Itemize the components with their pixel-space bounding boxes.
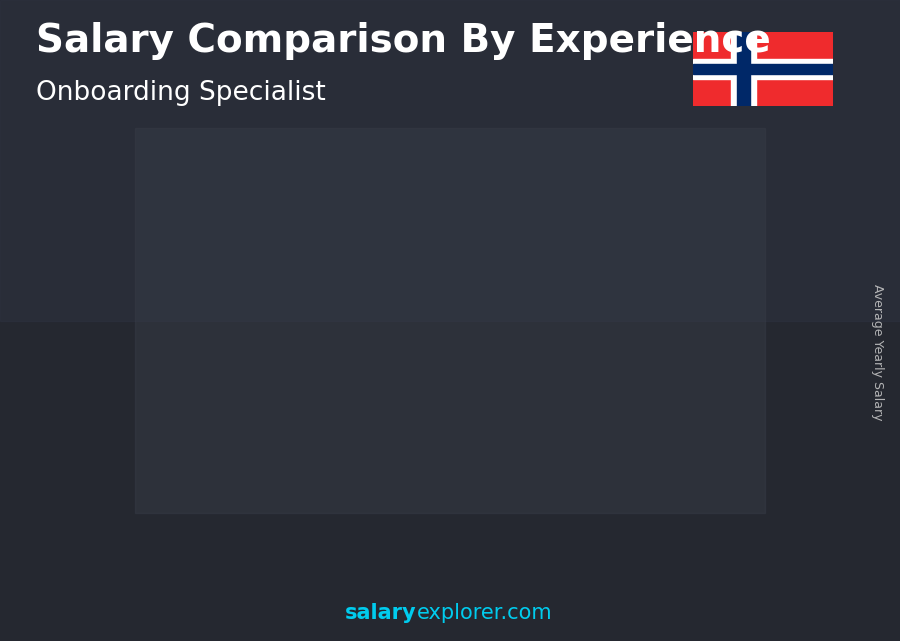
- Text: Onboarding Specialist: Onboarding Specialist: [36, 80, 326, 106]
- Polygon shape: [469, 517, 526, 539]
- Polygon shape: [144, 403, 214, 424]
- Text: +34%: +34%: [184, 310, 269, 336]
- Bar: [0, 0, 900, 320]
- Text: 712,000 NOK: 712,000 NOK: [562, 240, 680, 258]
- Polygon shape: [252, 526, 309, 539]
- Polygon shape: [361, 312, 369, 539]
- Polygon shape: [578, 515, 634, 539]
- Bar: [731, 32, 756, 106]
- Polygon shape: [526, 242, 540, 539]
- Polygon shape: [309, 365, 323, 539]
- Text: 658,000 NOK: 658,000 NOK: [446, 265, 564, 283]
- Polygon shape: [634, 217, 648, 539]
- Text: +9%: +9%: [518, 162, 585, 188]
- Text: 2 to 5: 2 to 5: [255, 559, 318, 578]
- Bar: [135, 128, 765, 513]
- Polygon shape: [469, 263, 526, 517]
- Text: 15 to 20: 15 to 20: [566, 559, 657, 578]
- Text: Salary Comparison By Experience: Salary Comparison By Experience: [36, 22, 770, 60]
- Text: 251,000 NOK: 251,000 NOK: [16, 447, 135, 465]
- Polygon shape: [144, 424, 201, 529]
- Polygon shape: [201, 403, 214, 539]
- Text: 20+ Years: 20+ Years: [665, 559, 775, 578]
- Polygon shape: [252, 365, 323, 385]
- Text: +8%: +8%: [626, 137, 693, 163]
- Text: salary: salary: [345, 603, 417, 623]
- Text: 495,000 NOK: 495,000 NOK: [229, 339, 347, 357]
- Text: Average Yearly Salary: Average Yearly Salary: [871, 285, 884, 420]
- Polygon shape: [417, 292, 431, 539]
- Polygon shape: [361, 520, 417, 539]
- Polygon shape: [578, 238, 634, 515]
- Bar: [693, 59, 832, 79]
- Polygon shape: [144, 529, 201, 539]
- Text: +22%: +22%: [400, 187, 486, 213]
- Polygon shape: [686, 513, 742, 539]
- Text: explorer.com: explorer.com: [417, 603, 553, 623]
- Polygon shape: [686, 213, 742, 513]
- Polygon shape: [361, 312, 417, 520]
- Polygon shape: [578, 217, 648, 238]
- Polygon shape: [686, 213, 695, 539]
- Polygon shape: [469, 242, 540, 263]
- Text: 335,000 NOK: 335,000 NOK: [121, 413, 239, 431]
- Polygon shape: [144, 424, 152, 539]
- Text: 5 to 10: 5 to 10: [356, 559, 433, 578]
- Text: +48%: +48%: [292, 237, 377, 262]
- Text: 10 to 15: 10 to 15: [458, 559, 548, 578]
- Polygon shape: [686, 192, 756, 213]
- Polygon shape: [578, 238, 586, 539]
- Polygon shape: [742, 192, 756, 539]
- Polygon shape: [361, 292, 431, 312]
- Bar: [737, 32, 750, 106]
- Text: < 2 Years: < 2 Years: [126, 559, 230, 578]
- Bar: [693, 64, 832, 74]
- Polygon shape: [469, 263, 478, 539]
- Text: 603,000 NOK: 603,000 NOK: [339, 290, 458, 308]
- Polygon shape: [252, 385, 261, 539]
- Polygon shape: [252, 385, 309, 526]
